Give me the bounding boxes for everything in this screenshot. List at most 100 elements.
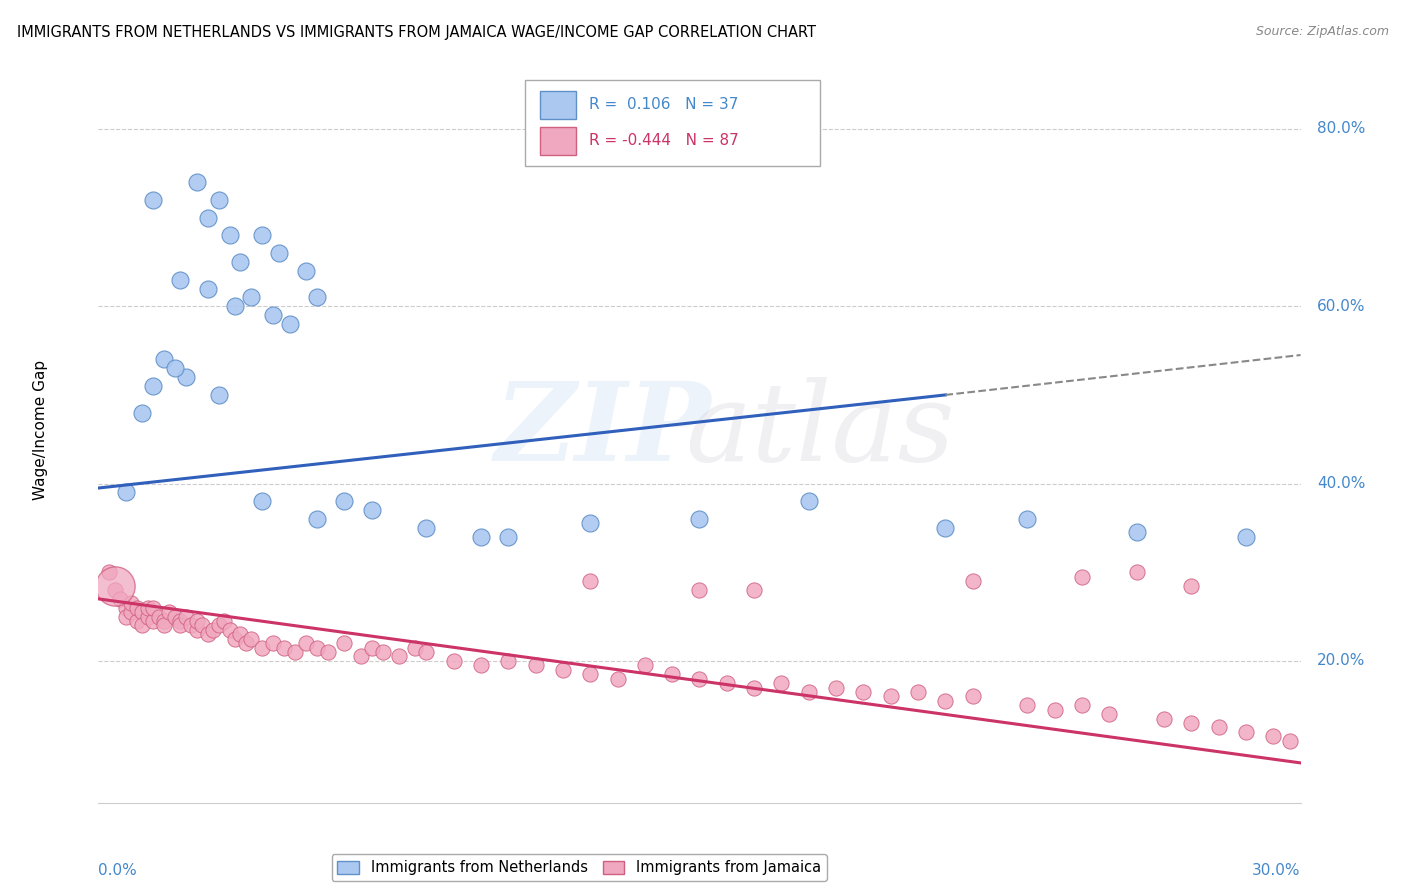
Point bbox=[218, 623, 240, 637]
Point bbox=[579, 667, 602, 681]
Text: IMMIGRANTS FROM NETHERLANDS VS IMMIGRANTS FROM JAMAICA WAGE/INCOME GAP CORRELATI: IMMIGRANTS FROM NETHERLANDS VS IMMIGRANT… bbox=[17, 25, 815, 40]
Point bbox=[224, 299, 246, 313]
Point bbox=[305, 290, 328, 304]
Point bbox=[470, 658, 492, 673]
Point bbox=[208, 388, 231, 402]
Point bbox=[1180, 716, 1202, 731]
Point bbox=[120, 605, 142, 619]
Point bbox=[1278, 733, 1301, 747]
Point bbox=[252, 640, 274, 655]
Point bbox=[186, 175, 208, 189]
Text: 80.0%: 80.0% bbox=[1317, 121, 1365, 136]
Point bbox=[689, 582, 711, 597]
Point bbox=[295, 264, 318, 278]
Point bbox=[252, 494, 274, 508]
Point bbox=[208, 193, 231, 207]
Point bbox=[606, 672, 628, 686]
Point bbox=[1263, 729, 1285, 743]
Point bbox=[262, 308, 284, 322]
Point bbox=[142, 614, 165, 628]
Point bbox=[148, 609, 170, 624]
Point bbox=[360, 640, 382, 655]
Point bbox=[131, 618, 153, 632]
Point bbox=[163, 361, 186, 376]
Point bbox=[278, 317, 301, 331]
Point bbox=[262, 636, 284, 650]
Legend: Immigrants from Netherlands, Immigrants from Jamaica: Immigrants from Netherlands, Immigrants … bbox=[332, 855, 827, 881]
Point bbox=[1153, 712, 1175, 726]
Point bbox=[98, 566, 121, 580]
Point bbox=[1125, 525, 1147, 540]
Point bbox=[797, 494, 820, 508]
Point bbox=[1125, 566, 1147, 580]
Point bbox=[415, 521, 437, 535]
Point bbox=[131, 605, 153, 619]
Point bbox=[104, 578, 127, 592]
Point bbox=[142, 193, 165, 207]
Point bbox=[305, 512, 328, 526]
Point bbox=[284, 645, 307, 659]
Point bbox=[267, 246, 290, 260]
Point bbox=[169, 614, 191, 628]
Point bbox=[934, 694, 956, 708]
Point bbox=[333, 636, 356, 650]
Point bbox=[1043, 703, 1066, 717]
Point bbox=[797, 685, 820, 699]
Point bbox=[191, 618, 214, 632]
Text: Source: ZipAtlas.com: Source: ZipAtlas.com bbox=[1256, 25, 1389, 38]
Point bbox=[1017, 512, 1039, 526]
Point bbox=[169, 273, 191, 287]
Text: atlas: atlas bbox=[685, 376, 955, 484]
Point bbox=[125, 614, 148, 628]
Point bbox=[689, 512, 711, 526]
Point bbox=[1180, 578, 1202, 592]
Point bbox=[229, 255, 252, 269]
Point bbox=[551, 663, 574, 677]
Point bbox=[1098, 707, 1121, 722]
Text: R = -0.444   N = 87: R = -0.444 N = 87 bbox=[589, 133, 738, 148]
Point bbox=[180, 618, 202, 632]
Point bbox=[229, 627, 252, 641]
Text: Wage/Income Gap: Wage/Income Gap bbox=[34, 360, 48, 500]
Point bbox=[240, 290, 263, 304]
Point bbox=[125, 600, 148, 615]
Point bbox=[404, 640, 426, 655]
Point bbox=[415, 645, 437, 659]
Point bbox=[153, 352, 176, 367]
Point bbox=[716, 676, 738, 690]
Point bbox=[1071, 570, 1094, 584]
Text: 0.0%: 0.0% bbox=[98, 863, 138, 878]
Point bbox=[371, 645, 394, 659]
Point bbox=[240, 632, 263, 646]
Point bbox=[114, 485, 136, 500]
Point bbox=[120, 596, 142, 610]
Bar bbox=[540, 127, 575, 155]
Bar bbox=[540, 91, 575, 119]
Point bbox=[159, 605, 181, 619]
Point bbox=[174, 370, 197, 384]
Point bbox=[388, 649, 411, 664]
Point bbox=[496, 654, 519, 668]
Point bbox=[208, 618, 231, 632]
Point bbox=[934, 521, 956, 535]
Text: 20.0%: 20.0% bbox=[1317, 654, 1365, 668]
Point bbox=[579, 574, 602, 588]
Point bbox=[1208, 721, 1230, 735]
Point bbox=[197, 211, 219, 225]
Point bbox=[579, 516, 602, 531]
Point bbox=[661, 667, 683, 681]
Text: 60.0%: 60.0% bbox=[1317, 299, 1365, 314]
Point bbox=[110, 591, 132, 606]
FancyBboxPatch shape bbox=[526, 80, 820, 166]
Point bbox=[689, 672, 711, 686]
Point bbox=[962, 574, 984, 588]
Point bbox=[169, 618, 191, 632]
Point bbox=[136, 609, 159, 624]
Point bbox=[1017, 698, 1039, 713]
Point bbox=[104, 582, 127, 597]
Point bbox=[742, 681, 765, 695]
Point bbox=[186, 623, 208, 637]
Point bbox=[131, 406, 153, 420]
Point bbox=[186, 614, 208, 628]
Point bbox=[496, 530, 519, 544]
